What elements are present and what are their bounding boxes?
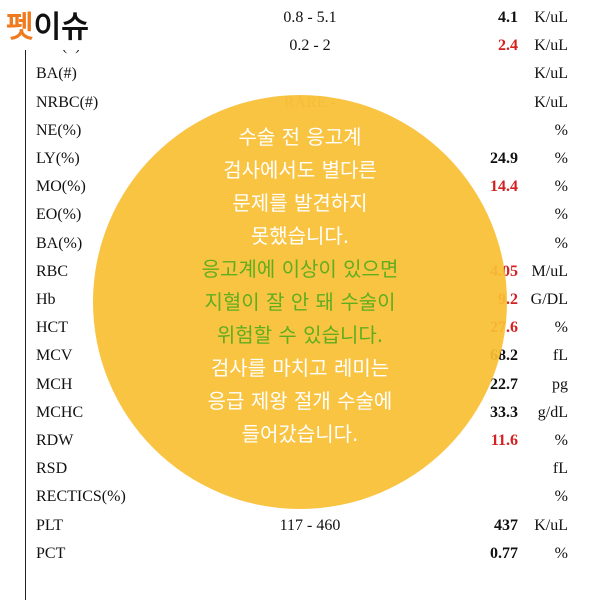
row-unit: K/uL — [534, 93, 568, 111]
row-unit: % — [554, 121, 568, 139]
row-label: RDW — [36, 432, 74, 449]
caption-circle — [93, 95, 507, 509]
row-range: 0.8 - 5.1 — [283, 9, 337, 26]
row-value: 22.7 — [490, 375, 518, 393]
row-label: Hb — [36, 291, 56, 308]
row-unit: % — [554, 150, 568, 167]
row-unit: % — [554, 432, 568, 449]
caption-line: 지혈이 잘 안 돼 수술이 — [204, 290, 396, 314]
row-label: MO(%) — [36, 178, 86, 196]
caption-line: 검사에서도 별다른 — [223, 158, 377, 182]
row-label: RBC — [36, 262, 69, 280]
row-unit: % — [554, 206, 568, 224]
row-label: MCH — [36, 375, 73, 393]
row-value: 11.6 — [490, 432, 518, 449]
row-label: MCV — [36, 347, 73, 365]
caption-line: 들어갔습니다. — [241, 422, 359, 446]
row-label: BA(#) — [36, 65, 77, 83]
caption-line: 위험할 수 있습니다. — [216, 323, 384, 347]
row-unit: pg — [552, 375, 568, 393]
row-label: RECTICS(%) — [36, 488, 126, 506]
row-label: HCT — [36, 319, 68, 337]
row-unit: M/uL — [531, 262, 568, 280]
row-unit: G/DL — [530, 291, 568, 308]
logo: 펫이슈 — [0, 0, 97, 50]
row-value: 2.4 — [498, 37, 518, 55]
row-unit: % — [554, 178, 568, 196]
row-value: 33.3 — [490, 403, 518, 421]
row-label: RSD — [36, 460, 68, 478]
row-range: 0.2 - 2 — [289, 37, 331, 55]
row-label: EO(%) — [36, 206, 82, 224]
row-unit: % — [554, 319, 568, 337]
logo-first: 펫 — [6, 10, 34, 45]
caption-line: 응급 제왕 절개 수술에 — [207, 389, 393, 413]
row-range: 117 - 460 — [279, 516, 341, 534]
row-unit: % — [554, 488, 568, 506]
caption-line: 못했습니다. — [250, 224, 350, 248]
row-unit: % — [554, 544, 568, 562]
row-label: PLT — [36, 516, 63, 534]
row-label: NE(%) — [36, 121, 82, 139]
row-unit: K/uL — [534, 516, 568, 534]
row-label: NRBC(#) — [36, 93, 99, 111]
row-label: LY(%) — [36, 150, 80, 167]
row-value: 4.1 — [498, 9, 518, 26]
logo-rest: 이슈 — [33, 10, 89, 45]
row-unit: K/uL — [534, 65, 568, 83]
row-label: PCT — [36, 544, 66, 562]
row-value: 437 — [494, 516, 518, 534]
row-value: 24.9 — [490, 150, 518, 167]
row-value: 0.77 — [490, 544, 518, 562]
row-label: BA(%) — [36, 234, 83, 252]
caption-line: 수술 전 응고계 — [238, 125, 362, 149]
row-unit: % — [554, 234, 568, 252]
row-value: 14.4 — [490, 178, 518, 196]
row-unit: g/dL — [537, 403, 568, 421]
caption-line: 응고계에 이상이 있으면 — [201, 257, 399, 281]
row-unit: K/uL — [534, 37, 568, 55]
caption-line: 검사를 마치고 레미는 — [210, 356, 390, 380]
row-unit: fL — [552, 347, 568, 365]
row-unit: K/uL — [534, 9, 568, 26]
row-unit: fL — [552, 460, 568, 478]
row-label: MCHC — [36, 403, 84, 421]
table-border — [25, 0, 26, 600]
caption-line: 문제를 발견하지 — [232, 191, 368, 215]
